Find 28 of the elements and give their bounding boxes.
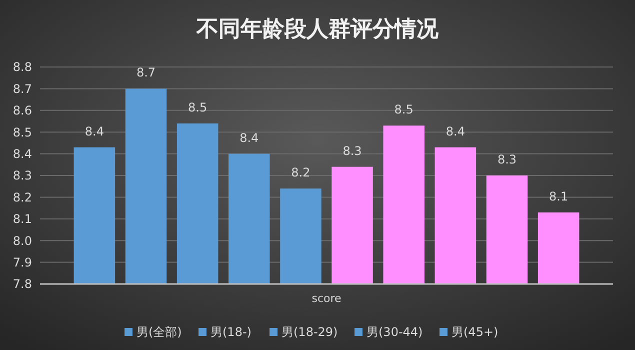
y-tick-label: 8.8: [12, 60, 32, 74]
y-tick-label: 8.4: [12, 147, 32, 161]
legend-label: 男(全部): [136, 325, 182, 339]
data-label: 8.1: [549, 189, 568, 204]
x-axis-title: score: [312, 292, 342, 305]
y-tick-label: 8.3: [12, 168, 32, 183]
y-tick-label: 8.2: [12, 190, 32, 204]
legend-label: 男(30-44): [366, 325, 423, 339]
data-label: 8.3: [497, 152, 517, 166]
data-label: 8.5: [188, 100, 208, 114]
y-tick-label: 8.5: [12, 125, 32, 140]
y-tick-label: 8.0: [12, 234, 32, 248]
data-label: 8.5: [394, 102, 414, 117]
legend-label: 男(18-29): [282, 325, 338, 339]
y-tick-label: 8.6: [12, 104, 32, 118]
legend-label: 男(18-): [210, 325, 252, 339]
y-tick-label: 7.8: [12, 277, 32, 292]
data-label: 8.3: [342, 144, 362, 158]
data-label: 8.4: [446, 124, 465, 138]
chart-title: 不同年龄段人群评分情况: [196, 17, 440, 42]
data-label: 8.7: [136, 66, 156, 80]
y-tick-label: 8.7: [12, 82, 32, 96]
data-label: 8.4: [84, 124, 104, 138]
y-tick-label: 7.9: [12, 256, 32, 270]
legend-label: 男(45+): [452, 325, 498, 339]
data-label: 8.4: [240, 130, 259, 145]
data-label: 8.2: [291, 166, 310, 180]
y-tick-label: 8.1: [12, 212, 32, 226]
